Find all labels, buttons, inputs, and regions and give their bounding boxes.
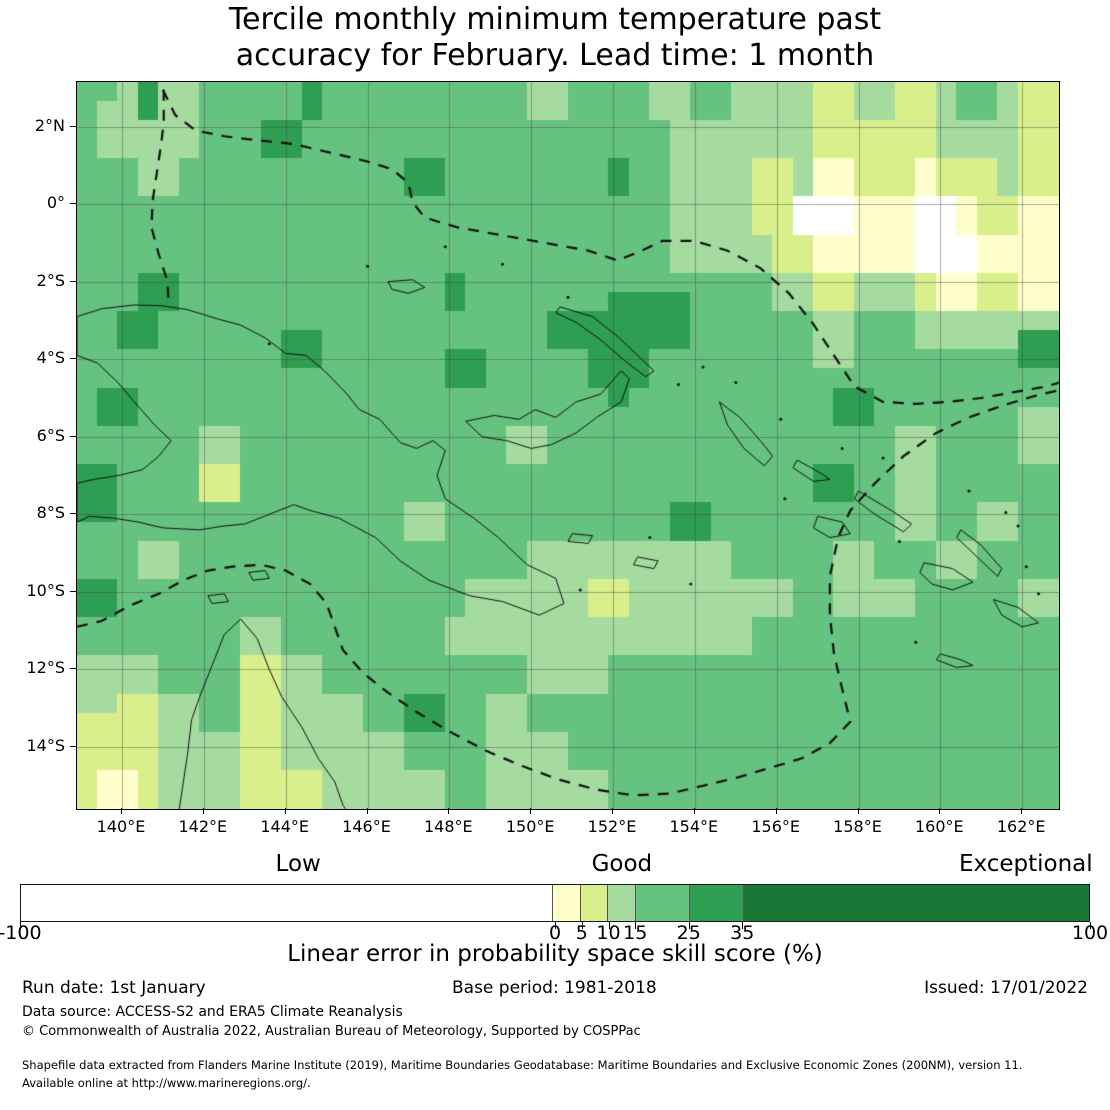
run-date-text: Run date: 1st January: [22, 978, 206, 998]
colorbar-tick-mark: [1090, 922, 1091, 929]
colorbar-tick-label: 0: [548, 922, 562, 944]
latitude-tick-label: 0°: [46, 193, 65, 213]
latitude-tick-mark: [70, 358, 76, 360]
longitude-tick-label: 148°E: [424, 817, 473, 836]
page-title: Tercile monthly minimum temperature past…: [0, 2, 1110, 74]
colorbar-segment: [688, 885, 743, 921]
colorbar-segment: [579, 885, 608, 921]
longitude-tick-mark: [530, 808, 532, 814]
latitude-tick-mark: [70, 203, 76, 205]
colorbar-tick-mark: [555, 922, 556, 929]
colorbar-tick-mark: [20, 922, 21, 929]
colorbar-category-good: Good: [591, 851, 653, 877]
longitude-tick-mark: [284, 808, 286, 814]
latitude-tick-mark: [70, 435, 76, 437]
latitude-tick-mark: [70, 125, 76, 127]
map-plot-area[interactable]: [76, 81, 1060, 810]
longitude-tick-label: 160°E: [915, 817, 964, 836]
shapefile-credit-line-1: Shapefile data extracted from Flanders M…: [22, 1058, 1023, 1072]
colorbar[interactable]: [20, 884, 1090, 922]
colorbar-segment: [607, 885, 635, 921]
colorbar-axis-label: Linear error in probability space skill …: [287, 941, 823, 967]
latitude-tick-label: 14°S: [26, 735, 65, 755]
longitude-tick-label: 162°E: [996, 817, 1046, 836]
colorbar-tick-mark: [742, 922, 744, 929]
longitude-tick-mark: [612, 808, 613, 814]
longitude-tick-mark: [939, 808, 941, 814]
colorbar-tick-label: 10: [596, 922, 621, 944]
longitude-tick-mark: [448, 808, 450, 814]
latitude-tick-mark: [70, 280, 76, 282]
longitude-tick-mark: [857, 808, 859, 814]
colorbar-tick-mark: [688, 922, 690, 929]
colorbar-tick-mark: [608, 922, 610, 929]
latitude-tick-label: 8°S: [36, 503, 65, 523]
longitude-tick-mark: [1021, 808, 1023, 814]
longitude-tick-label: 142°E: [178, 817, 228, 836]
longitude-tick-label: 158°E: [833, 817, 882, 836]
colorbar-gradient: [20, 884, 1090, 922]
shapefile-credit-line-2: Available online at http://www.marinereg…: [22, 1076, 311, 1090]
latitude-tick-label: 12°S: [26, 658, 65, 678]
longitude-tick-mark: [202, 808, 204, 814]
longitude-tick-label: 144°E: [260, 817, 309, 836]
colorbar-category-low: Low: [275, 851, 321, 877]
latitude-tick-mark: [70, 513, 76, 515]
colorbar-tick-label: 25: [676, 922, 701, 944]
latitude-tick-label: 2°S: [36, 270, 65, 290]
latitude-tick-label: 10°S: [26, 580, 65, 600]
coastline-and-eez-overlay: [77, 82, 1059, 809]
latitude-tick-mark: [70, 668, 76, 670]
colorbar-tick-label: 5: [575, 922, 588, 944]
base-period-text: Base period: 1981-2018: [452, 978, 657, 998]
colorbar-tick-mark: [581, 922, 583, 929]
latitude-tick-mark: [70, 590, 76, 592]
longitude-tick-mark: [121, 808, 122, 814]
longitude-tick-mark: [366, 808, 368, 814]
data-source-text: Data source: ACCESS-S2 and ERA5 Climate …: [22, 1004, 403, 1020]
latitude-tick-label: 4°S: [36, 348, 65, 368]
colorbar-segment: [21, 885, 552, 921]
title-line-2: accuracy for February. Lead time: 1 mont…: [235, 38, 875, 73]
colorbar-segment: [742, 885, 1089, 921]
colorbar-segment: [552, 885, 580, 921]
issued-date-text: Issued: 17/01/2022: [924, 978, 1088, 998]
colorbar-tick-label: 35: [730, 922, 755, 944]
colorbar-category-exceptional: Exceptional: [958, 851, 1093, 877]
longitude-tick-label: 140°E: [96, 817, 146, 836]
longitude-tick-label: 152°E: [587, 817, 637, 836]
copyright-text: © Commonwealth of Australia 2022, Austra…: [22, 1024, 641, 1039]
latitude-tick-label: 6°S: [36, 425, 65, 445]
longitude-tick-label: 150°E: [505, 817, 555, 836]
title-line-1: Tercile monthly minimum temperature past: [228, 2, 882, 37]
longitude-tick-mark: [775, 808, 777, 814]
colorbar-segment: [634, 885, 689, 921]
latitude-tick-label: 2°N: [34, 115, 65, 135]
longitude-tick-label: 156°E: [751, 817, 800, 836]
colorbar-tick-mark: [635, 922, 637, 929]
colorbar-tick-label: -100: [0, 922, 42, 944]
latitude-tick-mark: [70, 745, 76, 747]
longitude-tick-label: 146°E: [342, 817, 391, 836]
colorbar-tick-label: 15: [623, 922, 648, 944]
longitude-tick-label: 154°E: [669, 817, 719, 836]
longitude-tick-mark: [693, 808, 695, 814]
colorbar-tick-label: 100: [1071, 922, 1109, 944]
